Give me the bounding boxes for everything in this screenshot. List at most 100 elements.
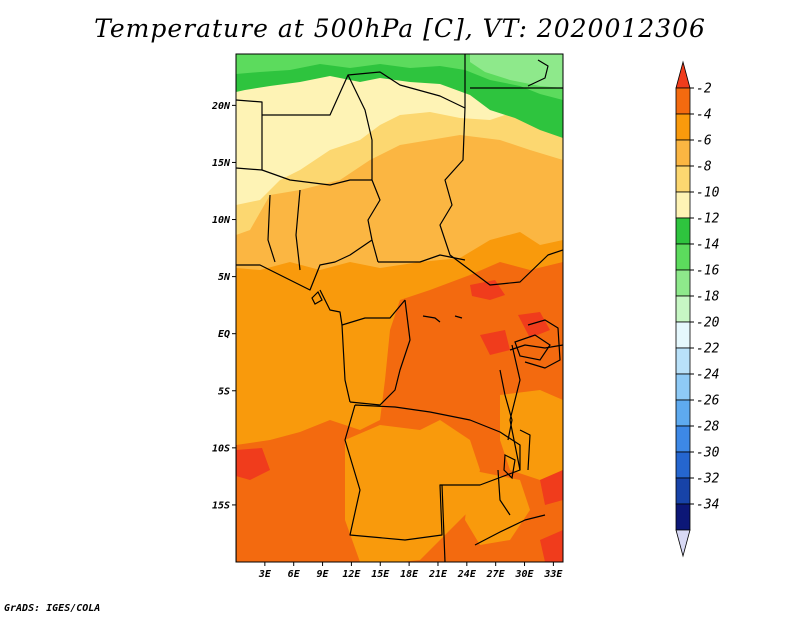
border-line	[439, 107, 563, 286]
field-cream	[236, 54, 520, 205]
map-title: Temperature at 500hPa [C], VT: 202001230…	[94, 14, 706, 43]
lon-tick-label: 30E	[514, 569, 534, 580]
map-frame	[235, 53, 564, 563]
lake-outline	[514, 334, 551, 361]
colorbar-label: -34	[696, 498, 719, 513]
field-green-light	[470, 54, 563, 88]
field-red-3	[518, 312, 550, 338]
latitude-axis: 20N 15N 10N 5N EQ 5S 10S 15S	[211, 101, 236, 511]
lakes	[311, 290, 551, 480]
lat-tick-label: 15N	[212, 158, 231, 169]
colorbar-swatch	[675, 217, 691, 245]
temperature-field	[236, 54, 563, 562]
colorbar-swatch	[675, 451, 691, 479]
lake-outline	[311, 290, 323, 305]
lon-tick-label: 18E	[400, 569, 419, 580]
colorbar-swatch	[675, 399, 691, 427]
lat-tick-label: 5N	[218, 272, 231, 283]
colorbar-label: -28	[696, 420, 720, 435]
border-line	[474, 514, 546, 546]
lake-outline	[454, 315, 463, 319]
border-line	[262, 54, 466, 116]
border-line	[267, 194, 276, 263]
colorbar-swatch	[675, 269, 691, 297]
colorbar-swatch	[675, 477, 691, 505]
field-red-6	[540, 530, 563, 562]
colorbar-label: -8	[696, 160, 712, 175]
lon-tick-label: 27E	[486, 569, 506, 580]
lon-tick-label: 24E	[457, 569, 477, 580]
field-red-1	[470, 280, 505, 300]
lat-tick-label: EQ	[218, 329, 230, 340]
colorbar-swatch	[675, 113, 691, 141]
lon-tick-label: 15E	[371, 569, 390, 580]
colorbar-swatch	[675, 529, 691, 558]
border-line	[236, 239, 373, 291]
lat-tick-label: 20N	[211, 101, 231, 112]
border-line	[347, 74, 381, 263]
border-line	[441, 484, 446, 562]
colorbar-label: -32	[696, 472, 720, 487]
border-line	[497, 469, 511, 516]
field-orange-south	[345, 420, 480, 562]
field-red-2	[480, 330, 510, 355]
border-line	[509, 344, 521, 471]
colorbar-swatch	[675, 503, 691, 531]
lake-outline	[422, 315, 441, 323]
colorbar-label: -12	[696, 212, 720, 227]
border-line	[519, 429, 531, 471]
colorbar-swatch	[675, 139, 691, 167]
colorbar-label: -18	[696, 290, 720, 305]
colorbar-label: -26	[696, 394, 720, 409]
field-red-5	[236, 448, 270, 480]
colorbar-swatch	[675, 347, 691, 375]
field-orange-east2	[465, 470, 530, 545]
border-line	[236, 99, 263, 171]
border-line	[349, 299, 411, 406]
lon-tick-label: 21E	[428, 569, 448, 580]
lat-tick-label: 10S	[212, 443, 230, 454]
field-orange-east	[500, 390, 563, 480]
lon-tick-label: 33E	[543, 569, 563, 580]
border-line	[524, 319, 561, 369]
colorbar-label: -22	[696, 342, 720, 357]
lon-tick-label: 12E	[342, 569, 361, 580]
colorbar: -2 -4 -6 -8 -10 -12 -14 -16 -18 -20 -22 -24 -26 -28 -3…	[675, 60, 720, 558]
colorbar-swatch	[675, 321, 691, 349]
colorbar-swatch	[675, 243, 691, 271]
field-red-4	[540, 470, 563, 505]
colorbar-label: -6	[696, 134, 712, 149]
lat-tick-label: 10N	[212, 215, 231, 226]
lon-tick-label: 3E	[258, 569, 272, 580]
grads-credit: GrADS: IGES/COLA	[4, 603, 101, 614]
border-line	[295, 189, 301, 271]
lon-tick-label: 9E	[317, 569, 330, 580]
colorbar-swatch	[675, 87, 691, 115]
border-line	[344, 404, 521, 541]
colorbar-swatch	[675, 373, 691, 401]
border-line	[261, 169, 372, 186]
lake-outline	[503, 454, 516, 480]
lat-tick-label: 15S	[212, 500, 230, 511]
colorbar-label: -2	[696, 82, 712, 97]
border-line	[527, 59, 549, 87]
colorbar-swatch	[675, 165, 691, 193]
longitude-axis: 3E 6E 9E 12E 15E 18E 21E 24E 27E 30E 33E	[258, 562, 563, 580]
colorbar-swatch	[675, 60, 691, 89]
colorbar-label: -4	[696, 108, 712, 123]
colorbar-swatch	[675, 425, 691, 453]
border-line	[378, 254, 466, 263]
colorbar-label: -30	[696, 446, 720, 461]
colorbar-swatch	[675, 191, 691, 219]
lat-tick-label: 5S	[218, 386, 230, 397]
colorbar-label: -24	[696, 368, 719, 383]
lon-tick-label: 6E	[288, 569, 301, 580]
colorbar-swatch	[675, 295, 691, 323]
border-line	[341, 324, 351, 403]
colorbar-label: -14	[696, 238, 719, 253]
lake-outline	[499, 369, 513, 441]
colorbar-label: -10	[696, 186, 720, 201]
colorbar-label: -20	[696, 316, 720, 331]
colorbar-label: -16	[696, 264, 720, 279]
